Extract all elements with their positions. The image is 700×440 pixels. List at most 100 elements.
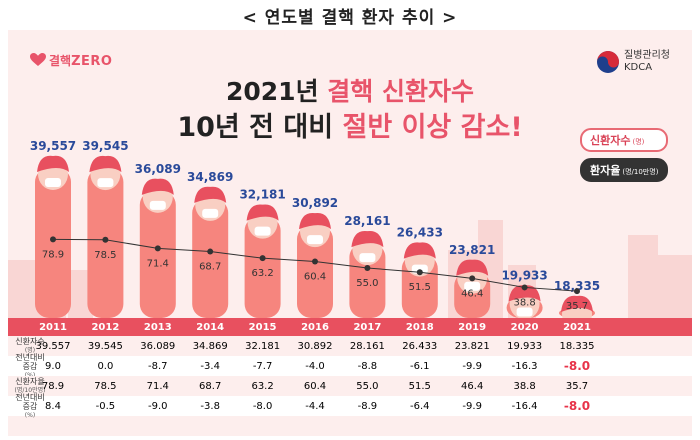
headline-line2: 10년 전 대비 절반 이상 감소! bbox=[8, 105, 692, 144]
year-header: 2015 bbox=[248, 321, 277, 333]
rate-point bbox=[259, 255, 266, 262]
table-cell: 38.8 bbox=[513, 380, 536, 392]
table-cell: 18.335 bbox=[559, 340, 595, 352]
table-cell: 28.161 bbox=[349, 340, 385, 352]
table-cell: 71.4 bbox=[146, 380, 169, 392]
mask bbox=[254, 226, 271, 236]
table-cell: -9.0 bbox=[148, 400, 168, 412]
rate-value-label: 51.5 bbox=[409, 282, 431, 293]
table-cell: 30.892 bbox=[297, 340, 333, 352]
page-title: < 연도별 결핵 환자 추이 > bbox=[242, 8, 458, 28]
table-cell: -8.9 bbox=[357, 400, 378, 412]
mask bbox=[202, 208, 219, 218]
table-cell: 9.0 bbox=[45, 360, 61, 372]
table-cell: -8.7 bbox=[148, 360, 168, 372]
mask bbox=[516, 307, 533, 317]
row-label: 신환자수 (명) bbox=[15, 337, 45, 354]
table-row: 신환자수 (명) 39.557 39.545 36.089 34.869 32.181 30.… bbox=[8, 336, 692, 356]
table-cell: 0.0 bbox=[97, 360, 114, 372]
row-label: 전년대비 증감 (%) bbox=[15, 392, 45, 419]
bar-figure bbox=[506, 285, 543, 320]
bar-figure bbox=[87, 155, 124, 318]
kdca-emblem-icon bbox=[597, 51, 619, 73]
table-cell: 32.181 bbox=[245, 340, 281, 352]
rate-point bbox=[416, 269, 423, 276]
bar-value-label: 19,933 bbox=[501, 268, 547, 282]
mask bbox=[464, 281, 481, 291]
table-cell: 36.089 bbox=[140, 340, 176, 352]
year-header: 2013 bbox=[143, 321, 172, 333]
bar bbox=[87, 168, 124, 318]
year-header: 2020 bbox=[510, 321, 539, 333]
rate-point bbox=[154, 245, 161, 252]
bar-value-label: 39,557 bbox=[30, 139, 76, 153]
table-cell: 63.2 bbox=[251, 380, 274, 392]
rate-value-label: 38.8 bbox=[513, 297, 535, 308]
person-hair bbox=[403, 242, 436, 259]
mask bbox=[97, 178, 114, 188]
table-row: 전년대비 증감 (%) 9.0 0.0 -8.7 -3.4 -7.7 -4.0 -8.8 -6.1 -… bbox=[8, 352, 692, 379]
bar-figure bbox=[401, 242, 438, 318]
person-hair bbox=[299, 212, 331, 230]
year-header: 2018 bbox=[405, 321, 434, 333]
bar-figure bbox=[244, 204, 281, 318]
rate-point bbox=[207, 248, 214, 255]
row-label: 신환자율 (명/10만명) bbox=[14, 377, 46, 394]
header: < 연도별 결핵 환자 추이 > bbox=[0, 0, 700, 30]
bar bbox=[192, 198, 229, 318]
bar-figure bbox=[454, 259, 491, 318]
person-hair bbox=[194, 186, 227, 203]
logo-zero: ZERO bbox=[71, 54, 113, 69]
bar-value-label: 36,089 bbox=[135, 162, 181, 176]
person-hair bbox=[37, 155, 69, 172]
table-cell: 78.9 bbox=[41, 380, 65, 392]
rate-point bbox=[50, 236, 56, 243]
table-cell: -8.0 bbox=[563, 359, 591, 373]
rate-point bbox=[312, 258, 318, 265]
legend-new-cases-label: 신환자수 bbox=[590, 134, 631, 147]
headline-line1: 2021년 결핵 신환자수 bbox=[8, 72, 692, 108]
rate-point bbox=[574, 288, 580, 295]
person-hair bbox=[456, 259, 489, 276]
table-cell: -4.4 bbox=[305, 400, 325, 412]
table-cell: 78.5 bbox=[94, 380, 117, 392]
person-hair bbox=[561, 295, 593, 312]
rate-value-label: 60.4 bbox=[304, 272, 326, 283]
bar-value-label: 23,821 bbox=[449, 243, 495, 257]
table-cell: 35.7 bbox=[565, 380, 589, 392]
headline-line2-text: 10년 전 대비 bbox=[177, 112, 343, 143]
mask bbox=[149, 200, 166, 210]
bar-figure bbox=[297, 212, 333, 318]
bars bbox=[35, 155, 595, 330]
table-cell: -16.4 bbox=[511, 400, 538, 412]
table-cell: -3.8 bbox=[200, 400, 220, 412]
bar-value-label: 34,869 bbox=[187, 170, 233, 184]
table-cell: 46.4 bbox=[461, 380, 484, 392]
heart-icon bbox=[30, 53, 46, 66]
bar-value-label: 32,181 bbox=[239, 188, 285, 202]
table-cell: -9.9 bbox=[462, 400, 482, 412]
legend-rate: 환자율 (명/10만명) bbox=[580, 158, 669, 182]
table-cell: -4.0 bbox=[305, 360, 325, 372]
data-table: 2011 2012 2013 2014 2015 2016 2017 2018 2019 2020… bbox=[8, 318, 692, 419]
kdca-logo: 질병관리청 KDCA bbox=[597, 50, 670, 74]
table-cell: -8.0 bbox=[252, 400, 273, 412]
table-cell: 55.0 bbox=[356, 380, 379, 392]
table-cell: -9.9 bbox=[462, 360, 482, 372]
rate-point bbox=[364, 265, 371, 271]
table-cell: -8.0 bbox=[563, 399, 591, 413]
table-row: 신환자율 (명/10만명) 78.9 78.5 71.4 68.7 63.2 60.4 55.0… bbox=[8, 376, 692, 396]
person-hair bbox=[141, 178, 174, 195]
bar-value-label: 18,335 bbox=[554, 279, 600, 293]
chart-canvas: 39,557 39,545 36,089 34,869 32,181 30,892 28,1… bbox=[8, 139, 692, 330]
table-cell: -7.7 bbox=[252, 360, 273, 372]
table-cell: 19.933 bbox=[507, 340, 543, 352]
headline-line1-highlight: 결핵 신환자수 bbox=[327, 77, 474, 106]
row-label: 전년대비 증감 (%) bbox=[15, 352, 45, 379]
table-cell: 39.557 bbox=[35, 340, 71, 352]
legend-new-cases-unit: (명) bbox=[632, 138, 645, 146]
year-header: 2016 bbox=[301, 321, 329, 333]
chart-legend: 신환자수 (명) 환자율 (명/10만명) bbox=[580, 128, 669, 188]
table-cell: 51.5 bbox=[408, 380, 431, 392]
table-cell: 26.433 bbox=[402, 340, 438, 352]
